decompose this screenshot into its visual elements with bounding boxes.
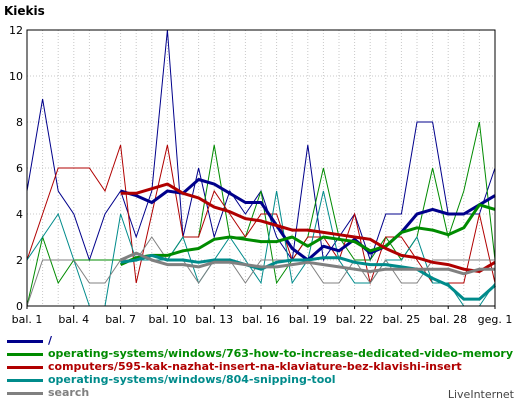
y-tick-label: 0 [16, 300, 23, 313]
x-tick-label: bal. 22 [336, 313, 374, 326]
series-trend-3 [120, 253, 496, 301]
legend-swatch [7, 353, 43, 356]
legend-label: operating-systems/windows/804-snipping-t… [48, 373, 336, 386]
series-trend-2 [120, 182, 496, 273]
series-line-4 [26, 236, 495, 307]
legend-label: operating-systems/windows/763-how-to-inc… [48, 347, 514, 360]
legend-swatch [7, 340, 43, 343]
x-tick-label: bal. 16 [242, 313, 280, 326]
legend-item-video-memory: operating-systems/windows/763-how-to-inc… [4, 347, 520, 361]
legend-swatch [7, 366, 43, 369]
legend-swatch [7, 379, 43, 382]
legend-item-search: search [4, 386, 520, 400]
series-trend-1 [119, 203, 496, 266]
series-trend-4 [119, 251, 495, 276]
x-tick-label: geg. 1 [478, 313, 513, 326]
y-tick-label: 10 [9, 70, 23, 83]
x-tick-labels: bal. 1 bal. 4 bal. 7 bal. 10 bal. 13 bal. 16 b… [12, 313, 513, 326]
y-tick-label: 4 [16, 208, 23, 221]
chart-title: Kiekis [4, 4, 45, 18]
liveinternet-credit[interactable]: LiveInternet [447, 388, 514, 401]
y-tick-labels: 0 2 4 6 8 10 12 [9, 24, 23, 313]
x-tick-label: bal. 7 [105, 313, 136, 326]
axes [26, 29, 496, 309]
x-tick-label: bal. 10 [149, 313, 187, 326]
x-tick-label: bal. 19 [289, 313, 327, 326]
legend-item-snipping-tool: operating-systems/windows/804-snipping-t… [4, 373, 520, 387]
x-tick-label: bal. 25 [383, 313, 421, 326]
x-tick-label: bal. 13 [195, 313, 233, 326]
y-tick-label: 12 [9, 24, 23, 37]
y-tick-label: 6 [16, 162, 23, 175]
x-tick-label: bal. 1 [12, 313, 43, 326]
legend-label: computers/595-kak-nazhat-insert-na-klavi… [48, 360, 462, 373]
legend: / operating-systems/windows/763-how-to-i… [4, 334, 520, 400]
legend-item-root: / [4, 334, 520, 348]
legend-swatch [7, 392, 43, 395]
y-tick-label: 2 [16, 254, 23, 267]
legend-label: / [48, 334, 53, 347]
legend-label: search [48, 386, 90, 399]
plot-frame [26, 29, 496, 307]
series-line-2 [26, 144, 496, 285]
x-tick-label: bal. 28 [429, 313, 467, 326]
legend-item-insert-key: computers/595-kak-nazhat-insert-na-klavi… [4, 360, 520, 374]
x-tick-label: bal. 4 [58, 313, 89, 326]
y-tick-label: 8 [16, 116, 23, 129]
